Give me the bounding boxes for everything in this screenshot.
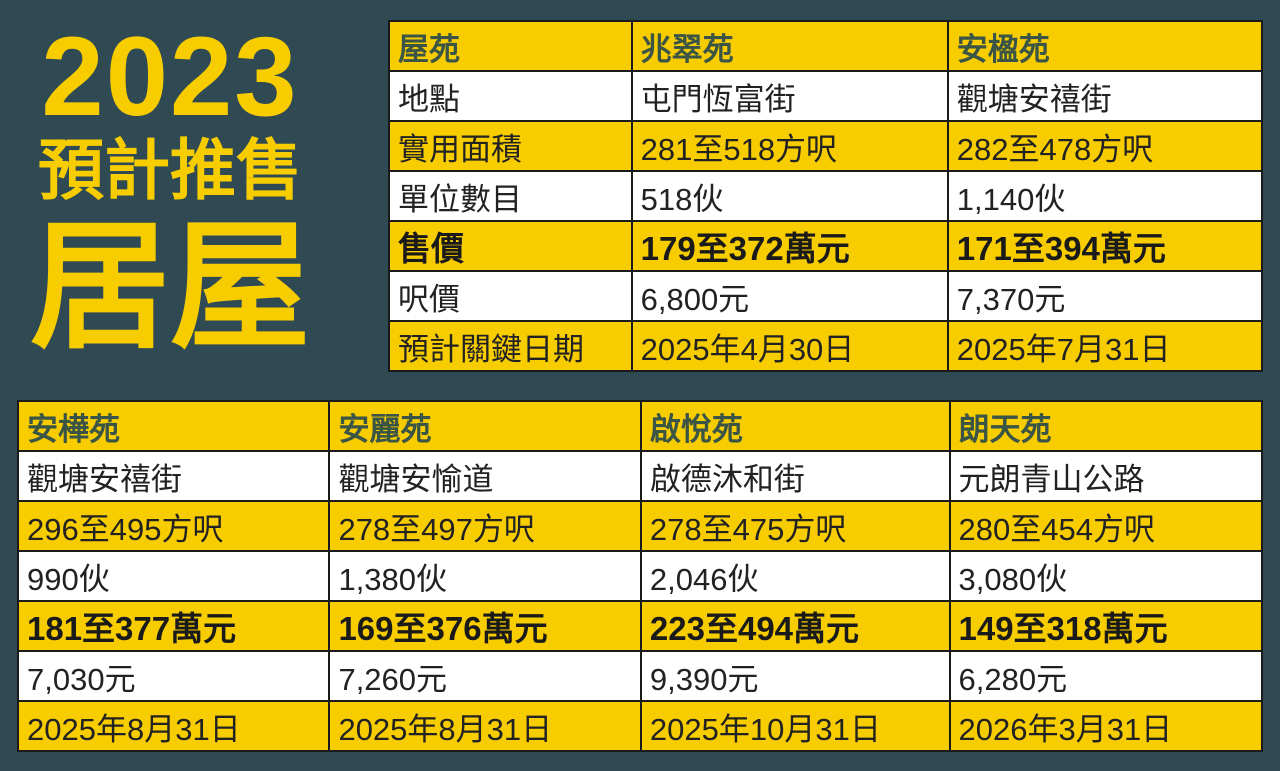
cell-date: 2025年4月30日 — [630, 320, 949, 372]
cell-name: 安樺苑 — [16, 400, 331, 452]
cell-area: 296至495方呎 — [16, 500, 331, 552]
cell-price: 169至376萬元 — [328, 600, 642, 652]
cell-date: 2025年8月31日 — [328, 700, 642, 752]
cell-date: 2025年7月31日 — [946, 320, 1264, 372]
cell-units: 1,380伙 — [328, 550, 642, 602]
cell-date: 2025年10月31日 — [639, 700, 951, 752]
row-label: 實用面積 — [388, 120, 633, 172]
table-row-area: 實用面積 281至518方呎 282至478方呎 — [388, 120, 1264, 172]
cell-location: 觀塘安禧街 — [946, 70, 1264, 122]
cell-area: 280至454方呎 — [948, 500, 1263, 552]
row-label: 單位數目 — [388, 170, 633, 222]
table-row-price: 售價 179至372萬元 171至394萬元 — [388, 220, 1264, 272]
table-row-units: 單位數目 518伙 1,140伙 — [388, 170, 1264, 222]
title-subtitle: 預計推售 — [38, 133, 302, 207]
cell-date: 2026年3月31日 — [948, 700, 1263, 752]
cell-location: 屯門恆富街 — [630, 70, 949, 122]
cell-units: 3,080伙 — [948, 550, 1263, 602]
table-row-name: 屋苑 兆翠苑 安楹苑 — [388, 20, 1264, 72]
table-row-psf: 呎價 6,800元 7,370元 — [388, 270, 1264, 322]
cell-name: 朗天苑 — [948, 400, 1263, 452]
table-row-location: 地點 屯門恆富街 觀塘安禧街 — [388, 70, 1264, 122]
cell-psf: 7,260元 — [328, 650, 642, 702]
table-row-date: 預計關鍵日期 2025年4月30日 2025年7月31日 — [388, 320, 1264, 372]
table-row-location: 觀塘安禧街 觀塘安愉道 啟德沐和街 元朗青山公路 — [16, 450, 1263, 502]
cell-psf: 6,800元 — [630, 270, 949, 322]
table-row-price: 181至377萬元 169至376萬元 223至494萬元 149至318萬元 — [16, 600, 1263, 652]
cell-location: 觀塘安愉道 — [328, 450, 642, 502]
table-row-psf: 7,030元 7,260元 9,390元 6,280元 — [16, 650, 1263, 702]
cell-psf: 9,390元 — [639, 650, 951, 702]
row-label: 預計關鍵日期 — [388, 320, 633, 372]
table-row-area: 296至495方呎 278至497方呎 278至475方呎 280至454方呎 — [16, 500, 1263, 552]
cell-area: 278至475方呎 — [639, 500, 951, 552]
cell-price: 171至394萬元 — [946, 220, 1264, 272]
row-label: 售價 — [388, 220, 633, 272]
cell-area: 278至497方呎 — [328, 500, 642, 552]
cell-units: 990伙 — [16, 550, 331, 602]
cell-name: 安楹苑 — [946, 20, 1264, 72]
cell-price: 179至372萬元 — [630, 220, 949, 272]
cell-units: 518伙 — [630, 170, 949, 222]
cell-name: 兆翠苑 — [630, 20, 949, 72]
cell-name: 啟悅苑 — [639, 400, 951, 452]
bottom-estates-table: 安樺苑 安麗苑 啟悅苑 朗天苑 觀塘安禧街 觀塘安愉道 啟德沐和街 元朗青山公路 296至495… — [16, 400, 1263, 752]
cell-psf: 7,370元 — [946, 270, 1264, 322]
cell-area: 281至518方呎 — [630, 120, 949, 172]
table-row-name: 安樺苑 安麗苑 啟悅苑 朗天苑 — [16, 400, 1263, 452]
row-label: 屋苑 — [388, 20, 633, 72]
cell-price: 223至494萬元 — [639, 600, 951, 652]
cell-psf: 6,280元 — [948, 650, 1263, 702]
row-label: 呎價 — [388, 270, 633, 322]
table-row-date: 2025年8月31日 2025年8月31日 2025年10月31日 2026年3月31… — [16, 700, 1263, 752]
cell-price: 149至318萬元 — [948, 600, 1263, 652]
row-label: 地點 — [388, 70, 633, 122]
cell-price: 181至377萬元 — [16, 600, 331, 652]
cell-date: 2025年8月31日 — [16, 700, 331, 752]
cell-location: 元朗青山公路 — [948, 450, 1263, 502]
cell-units: 1,140伙 — [946, 170, 1264, 222]
cell-area: 282至478方呎 — [946, 120, 1264, 172]
table-row-units: 990伙 1,380伙 2,046伙 3,080伙 — [16, 550, 1263, 602]
cell-psf: 7,030元 — [16, 650, 331, 702]
title-year: 2023 — [41, 14, 299, 139]
top-estates-table: 屋苑 兆翠苑 安楹苑 地點 屯門恆富街 觀塘安禧街 實用面積 281至518方呎 282至478… — [388, 20, 1264, 372]
cell-units: 2,046伙 — [639, 550, 951, 602]
cell-name: 安麗苑 — [328, 400, 642, 452]
cell-location: 觀塘安禧街 — [16, 450, 331, 502]
cell-location: 啟德沐和街 — [639, 450, 951, 502]
title-main: 居屋 — [29, 208, 310, 365]
